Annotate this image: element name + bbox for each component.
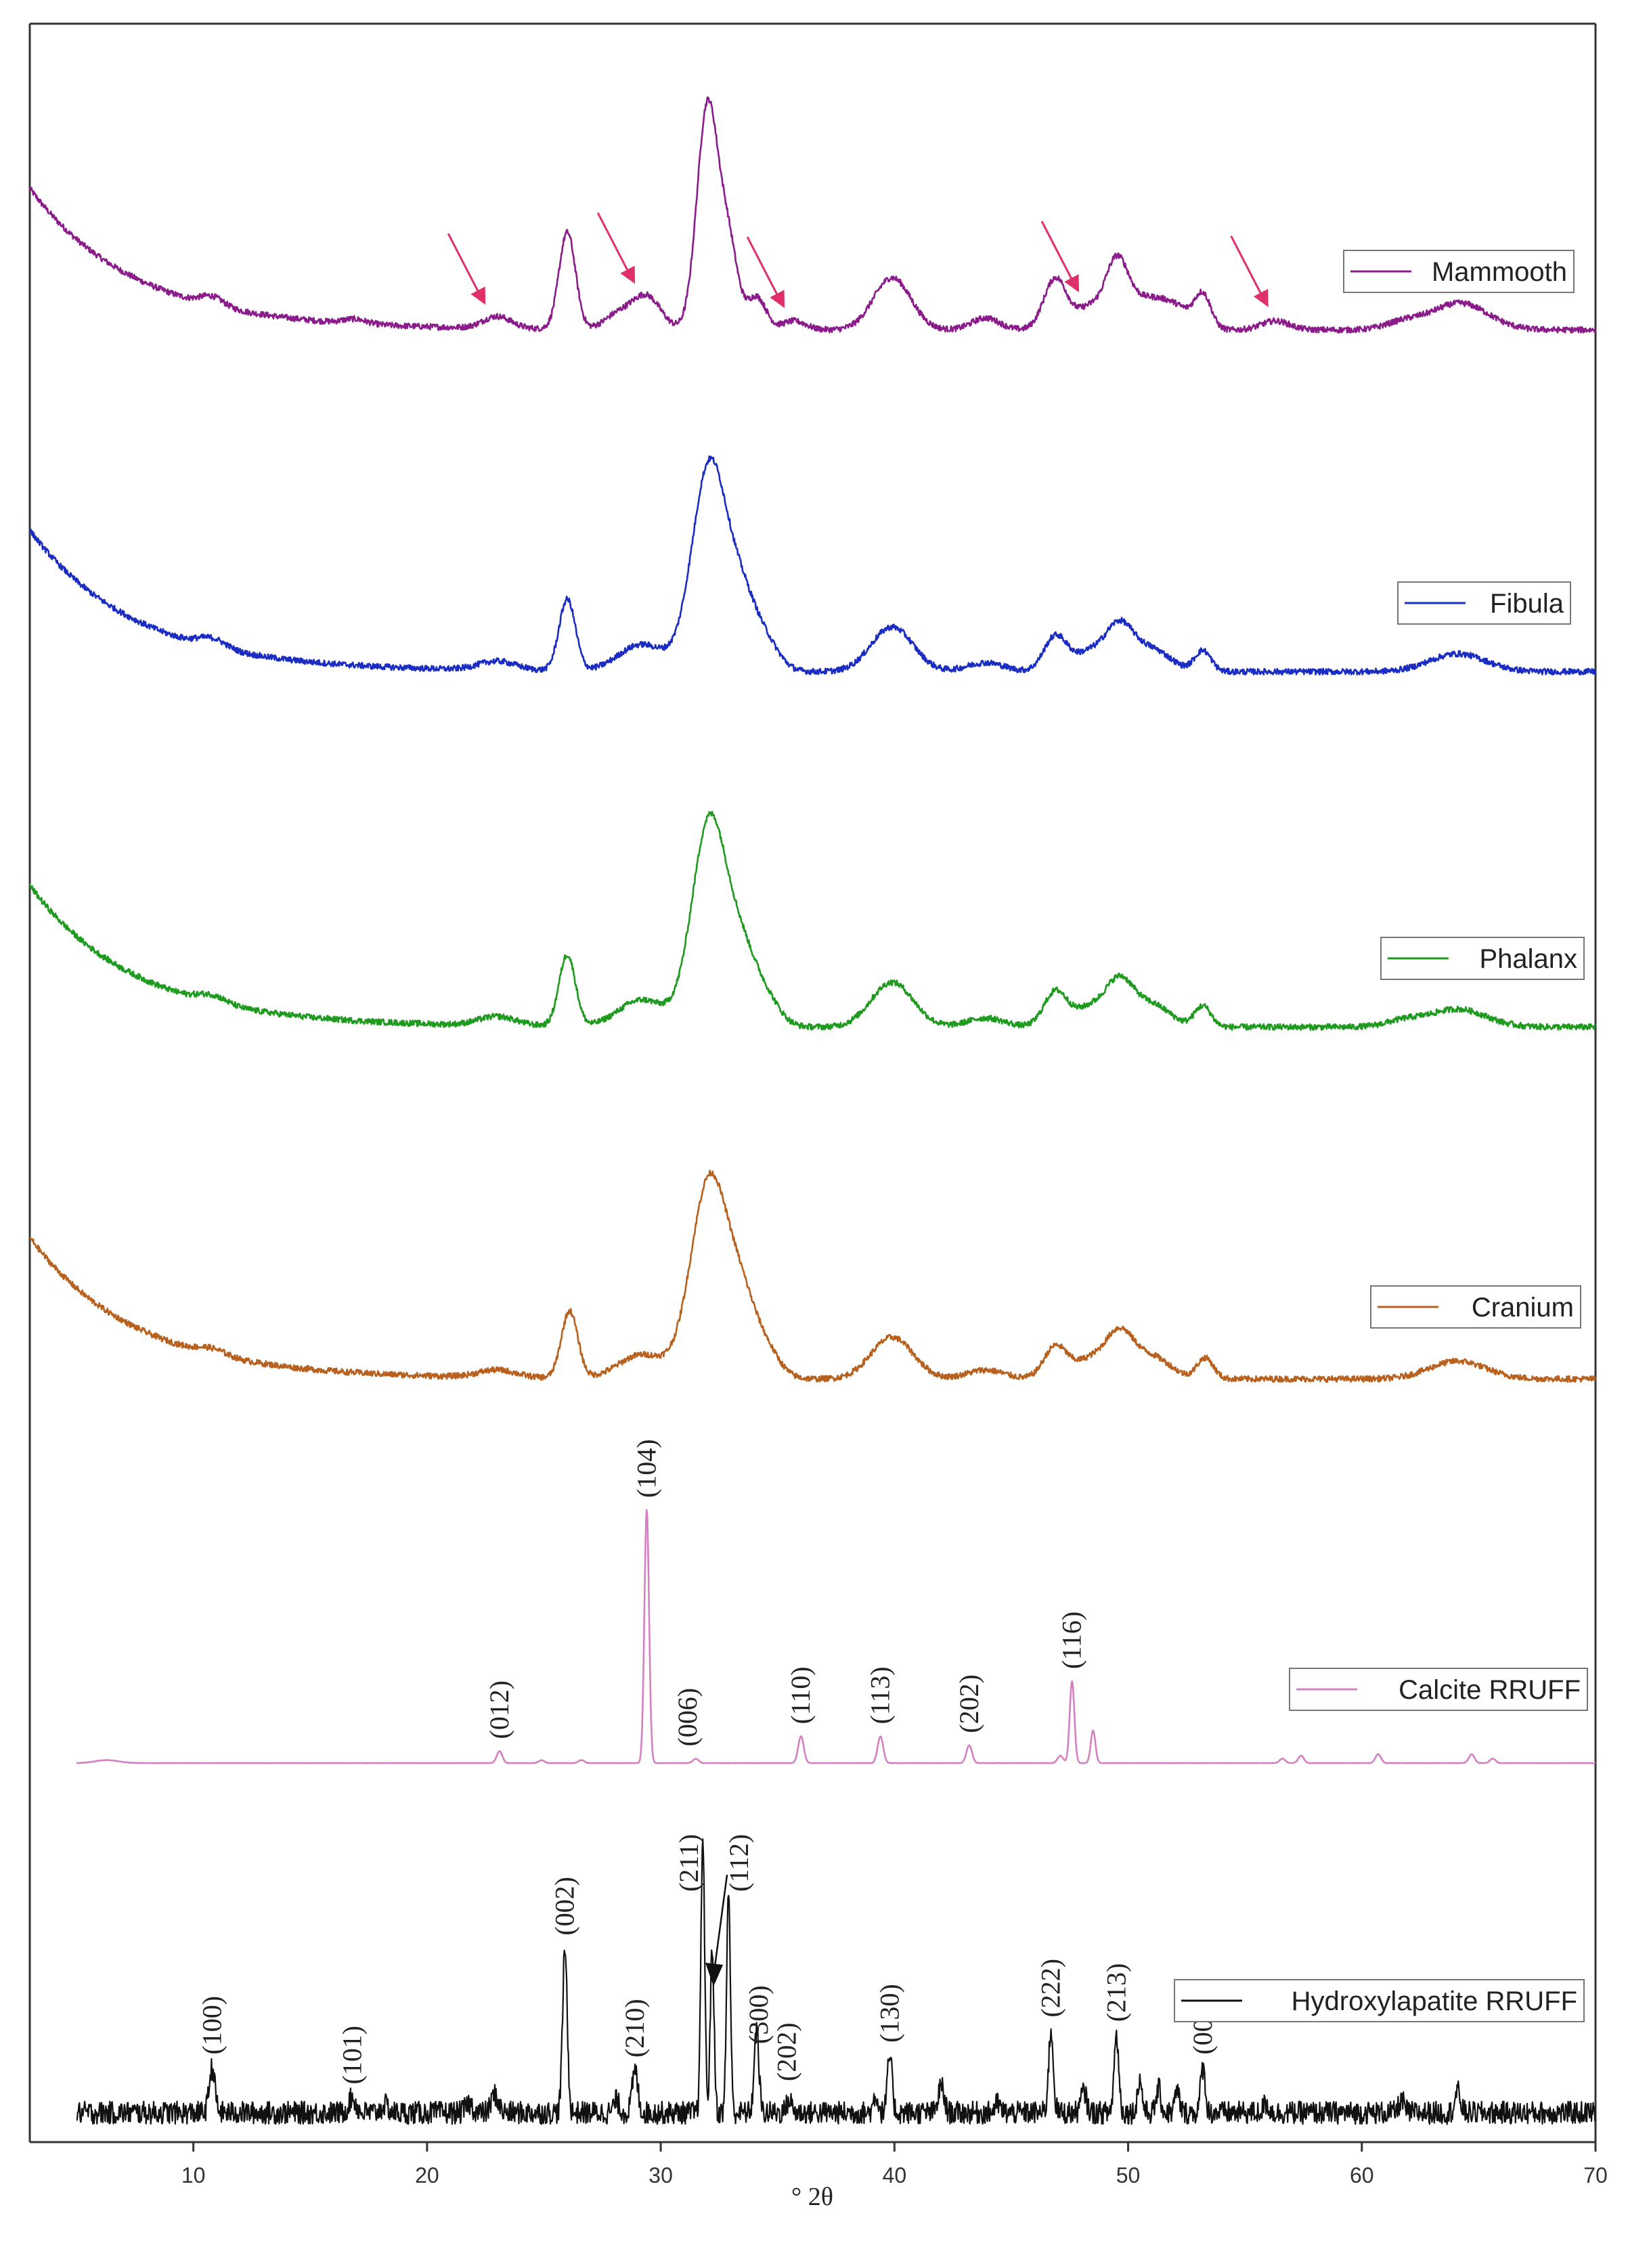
hkl-label-calcite: (006) [672,1688,703,1747]
legend-fibula: Fibula [1397,581,1571,625]
traces [28,96,1597,2125]
legend-label: Fibula [1490,589,1564,619]
peak-arrow [1040,221,1080,292]
hkl-label-hydroxylapatite: (100) [196,1996,227,2055]
series-line-phalanx [28,811,1596,1031]
x-tick-label: 70 [1583,2163,1608,2187]
legend-label: Cranium [1472,1293,1574,1322]
hkl-label-calcite: (202) [954,1674,984,1733]
series-line-fibula [28,455,1597,676]
hkl-label-hydroxylapatite: (222) [1036,1959,1066,2018]
peak-arrow [746,236,785,309]
x-tick-label: 10 [181,2163,206,2187]
hkl-label-hydroxylapatite: (101) [336,2026,367,2085]
hkl-label-calcite: (116) [1057,1611,1087,1669]
legend-label: Hydroxylapatite RRUFF [1292,1986,1577,2016]
hkl-label-hydroxylapatite: (213) [1101,1963,1131,2022]
legend-label: Calcite RRUFF [1399,1675,1581,1705]
peak-arrow [447,233,486,305]
legend-calcite-rruff: Calcite RRUFF [1289,1668,1588,1711]
hkl-label-hydroxylapatite: (002) [550,1877,580,1936]
x-tick-label: 50 [1116,2163,1141,2187]
x-axis-title: ° 2θ [791,2183,833,2211]
hkl-label-hydroxylapatite: (210) [619,1999,650,2058]
x-ticks: 10 20 30 40 50 60 70 [181,2142,1608,2187]
hkl-label-hydroxylapatite: (130) [874,1984,904,2043]
legends: Mammooth Fibula Phalanx Cranium Calcite RRUF… [1174,250,1588,2022]
peak-arrow [1230,236,1269,307]
legend-phalanx: Phalanx [1380,937,1585,980]
legend-mammooth: Mammooth [1343,250,1575,293]
legend-label: Phalanx [1479,944,1577,974]
hkl-label-hydroxylapatite: (202) [772,2022,802,2081]
peak-arrows [447,212,1269,309]
series-line-cranium [29,1170,1597,1383]
x-tick-label: 30 [648,2163,673,2187]
x-tick-label: 40 [883,2163,907,2187]
hkl-label-calcite: (012) [484,1681,514,1739]
hkl-label-calcite: (110) [785,1666,816,1724]
plot-frame [28,22,1597,2143]
series-line-mammooth [28,96,1597,334]
hkl-label-hydroxylapatite: (211) [674,1834,704,1892]
x-tick-label: 20 [415,2163,439,2187]
legend-box [1174,1979,1585,2022]
legend-label: Mammooth [1432,257,1567,287]
hkl-label-hydroxylapatite: (300) [743,1985,774,2044]
hkl-label-hydroxylapatite: (112) [724,1834,754,1892]
hkl-pointer-arrow [705,1874,728,1986]
legend-cranium: Cranium [1370,1285,1581,1329]
series-line-hydroxylapatite-rruff [76,1838,1596,2125]
series-line-calcite-rruff [76,1509,1596,1764]
peak-arrow [596,212,636,284]
hkl-label-calcite: (104) [631,1439,661,1498]
hkl-label-calcite: (113) [865,1666,896,1724]
x-tick-label: 60 [1350,2163,1374,2187]
legend-hydroxylapatite-rruff: Hydroxylapatite RRUFF [1174,1979,1585,2022]
